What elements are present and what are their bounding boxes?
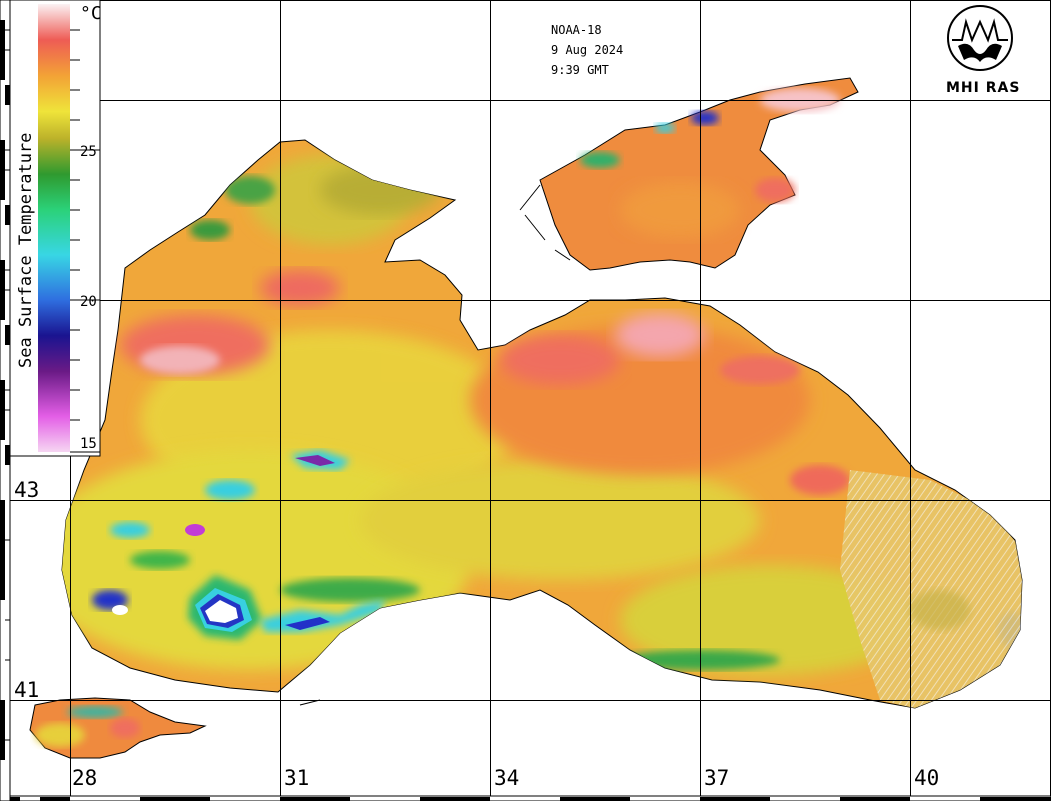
lat-label-41: 41 [14, 678, 40, 702]
colorbar-unit: °C [80, 3, 102, 24]
lon-label-37: 37 [704, 766, 730, 790]
lon-label-31: 31 [284, 766, 310, 790]
lon-label-40: 40 [914, 766, 940, 790]
graticule [10, 0, 1051, 796]
lat-label-43: 43 [14, 478, 40, 502]
sea-of-marmara [29, 697, 207, 759]
mhi-logo-icon [947, 5, 1013, 71]
lon-label-28: 28 [72, 766, 98, 790]
acquisition-date: 9 Aug 2024 [551, 43, 624, 57]
colorbar-title: Sea Surface Temperature [16, 132, 36, 368]
azov-water [539, 77, 859, 271]
colorbar-tick-20: 20 [80, 294, 97, 310]
colorbar-gradient [38, 4, 70, 452]
colorbar-tick-15: 15 [80, 436, 97, 452]
logo-text: MHI RAS [946, 80, 1021, 96]
lon-label-34: 34 [494, 766, 520, 790]
colorbar-tick-25: 25 [80, 144, 97, 160]
colorbar [9, 0, 101, 457]
acquisition-time: 9:39 GMT [551, 63, 609, 77]
upwelling-region [92, 450, 1022, 648]
satellite-name: NOAA-18 [551, 23, 602, 37]
